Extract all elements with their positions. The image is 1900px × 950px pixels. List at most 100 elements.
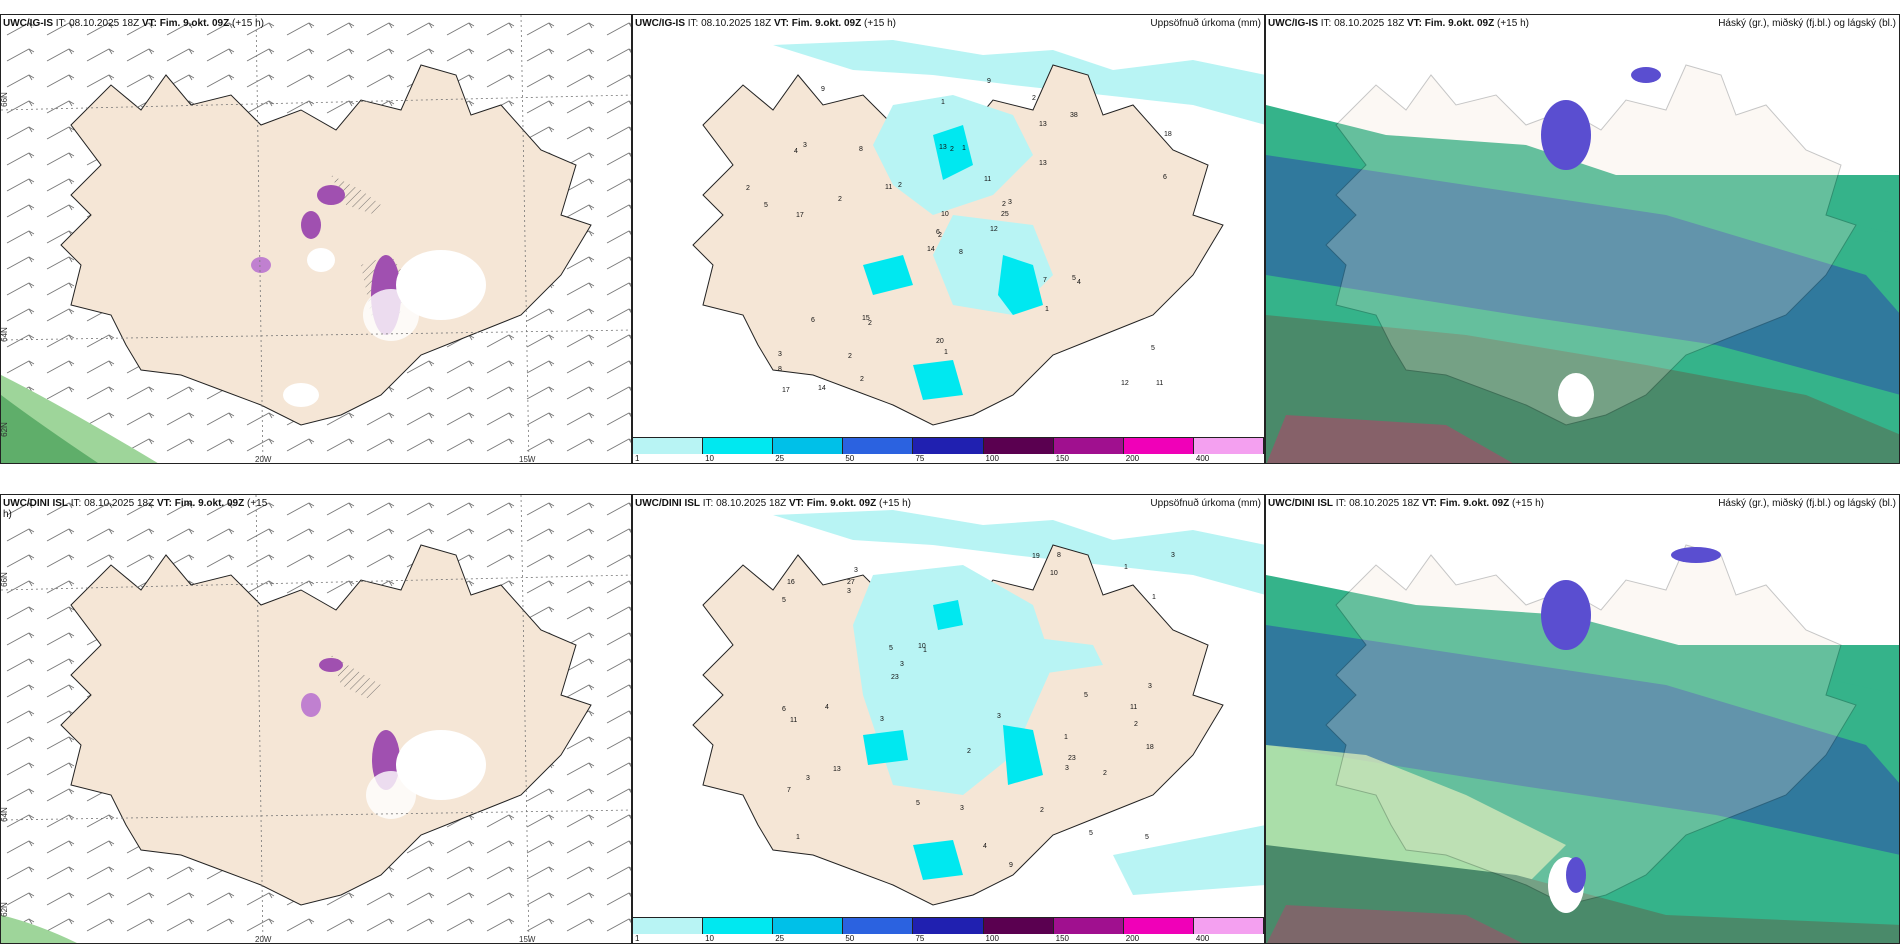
precip-value-label: 2	[1103, 770, 1107, 777]
wind-map	[1, 495, 631, 943]
lat-label-62n: 62N	[0, 902, 9, 917]
precip-legend: 1 10 25 50 75 100 150 200 400	[633, 437, 1264, 463]
lat-label-64n: 64N	[0, 327, 9, 342]
precip-value-label: 11	[1156, 380, 1163, 387]
lon-label-15w: 15W	[519, 935, 536, 944]
precip-value-label: 2	[860, 376, 864, 383]
precip-value-label: 3	[880, 716, 884, 723]
precip-value-label: 1	[796, 834, 800, 841]
precip-value-label: 13	[1039, 121, 1047, 128]
legend-swatch	[1193, 438, 1264, 454]
precip-value-label: 27	[847, 579, 855, 586]
legend-swatch	[703, 918, 774, 934]
legend-tick-label: 10	[705, 454, 715, 463]
precip-value-label: 1	[944, 349, 948, 356]
iceland-land	[60, 64, 592, 426]
precip-value-label: 2	[1134, 721, 1138, 728]
lon-label-20w: 20W	[255, 935, 272, 944]
legend-tick-label: 1	[635, 934, 640, 943]
precip-value-label: 8	[859, 146, 863, 153]
precip-value-label: 2	[967, 748, 971, 755]
precip-value-label: 2	[746, 185, 750, 192]
legend-tick-label: 150	[1055, 934, 1070, 943]
precip-value-label: 5	[916, 800, 920, 807]
legend-swatch	[703, 438, 774, 454]
precip-value-label: 11	[885, 184, 892, 191]
legend-tick-label: 25	[775, 934, 785, 943]
precip-value-label: 4	[825, 704, 829, 711]
precip-value-label: 3	[1148, 683, 1152, 690]
precip-value-label: 2	[950, 146, 954, 153]
precip-value-label: 9	[821, 86, 825, 93]
precip-value-label: 6	[782, 706, 786, 713]
precip-value-label: 12	[990, 226, 998, 233]
legend-swatch	[983, 438, 1054, 454]
precip-value-label: 4	[794, 148, 798, 155]
panel-right-title: Uppsöfnuð úrkoma (mm)	[1150, 498, 1261, 509]
legend-tick-label: 75	[915, 934, 925, 943]
precip-value-label: 19	[1032, 553, 1040, 560]
legend-swatch	[843, 438, 914, 454]
legend-swatch	[773, 438, 844, 454]
legend-swatch	[1193, 918, 1264, 934]
panel-clouds-top: UWC/IG-IS IT: 08.10.2025 18Z VT: Fim. 9.…	[1265, 14, 1900, 464]
precip-value-label: 10	[1050, 570, 1058, 577]
panel-right-title: Háský (gr.), miðský (fj.bl.) og lágský (…	[1718, 18, 1896, 29]
precip-value-label: 7	[1043, 277, 1047, 284]
precip-value-label: 20	[936, 338, 944, 345]
panel-title: UWC/IG-IS IT: 08.10.2025 18Z VT: Fim. 9.…	[635, 18, 896, 29]
panel-right-title: Háský (gr.), miðský (fj.bl.) og lágský (…	[1718, 498, 1896, 509]
precip-value-label: 23	[891, 674, 899, 681]
legend-swatch	[913, 918, 984, 934]
panel-title: UWC/IG-IS IT: 08.10.2025 18Z VT: Fim. 9.…	[1268, 18, 1529, 29]
legend-tick-label: 25	[775, 454, 785, 463]
precip-value-label: 16	[787, 579, 795, 586]
precip-value-label: 2	[868, 320, 872, 327]
legend-tick-label: 50	[845, 454, 855, 463]
legend-tick-label: 100	[985, 454, 999, 463]
precip-value-label: 13	[833, 766, 841, 773]
legend-tick-label: 200	[1125, 934, 1140, 943]
precip-value-label: 3	[778, 351, 782, 358]
precip-value-label: 5	[1089, 830, 1093, 837]
panel-wind-top: UWC/IG-IS IT: 08.10.2025 18Z VT: Fim. 9.…	[0, 14, 632, 464]
panel-precip-top: UWC/IG-IS IT: 08.10.2025 18Z VT: Fim. 9.…	[632, 14, 1265, 464]
legend-swatch	[1053, 918, 1124, 934]
precip-value-label: 14	[818, 385, 826, 392]
precip-value-label: 5	[1084, 692, 1088, 699]
panel-title: UWC/DINI ISL IT: 08.10.2025 18Z VT: Fim.…	[3, 498, 268, 520]
precip-value-label: 14	[927, 246, 935, 253]
precip-value-label: 8	[778, 366, 782, 373]
precip-value-label: 3	[806, 775, 810, 782]
precip-value-label: 3	[854, 567, 858, 574]
precip-value-label: 3	[803, 142, 807, 149]
wind-map	[1, 15, 631, 463]
lat-label-66n: 66N	[0, 92, 9, 107]
precip-value-label: 18	[1146, 744, 1154, 751]
precip-value-label: 11	[984, 176, 991, 183]
precip-value-label: 2	[1002, 201, 1006, 208]
precip-value-label: 23	[1068, 755, 1076, 762]
precip-value-label: 17	[796, 212, 804, 219]
precip-value-label: 13	[1039, 160, 1047, 167]
precip-value-label: 17	[782, 387, 790, 394]
legend-swatch	[913, 438, 984, 454]
precip-value-label: 5	[1151, 345, 1155, 352]
precip-value-label: 10	[941, 211, 949, 218]
precip-labels: 8423222113129111718141314131162822343157…	[746, 78, 1172, 394]
lon-label-15w: 15W	[519, 455, 536, 464]
precip-value-label: 12	[1121, 380, 1129, 387]
legend-swatch	[1053, 438, 1124, 454]
panel-right-title: Uppsöfnuð úrkoma (mm)	[1150, 18, 1261, 29]
precip-value-label: 5	[782, 597, 786, 604]
iceland-land	[1325, 64, 1857, 426]
precip-value-label: 18	[1164, 131, 1172, 138]
legend-swatch	[773, 918, 844, 934]
precip-value-label: 8	[959, 249, 963, 256]
iceland-land	[60, 544, 592, 906]
precip-value-label: 6	[936, 229, 940, 236]
panel-wind-bottom: UWC/DINI ISL IT: 08.10.2025 18Z VT: Fim.…	[0, 494, 632, 944]
legend-swatch	[633, 918, 704, 934]
panel-title: UWC/DINI ISL IT: 08.10.2025 18Z VT: Fim.…	[1268, 498, 1544, 509]
legend-tick-label: 200	[1125, 454, 1140, 463]
